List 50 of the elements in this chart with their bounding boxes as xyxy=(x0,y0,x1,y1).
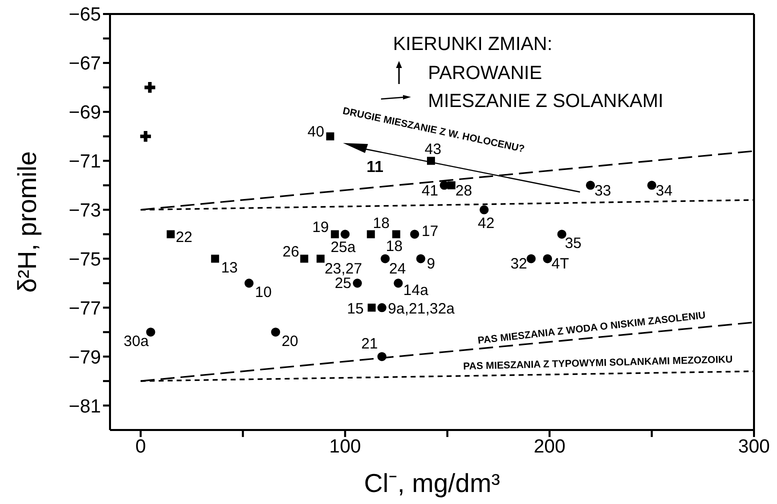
annotation: 17 xyxy=(422,223,438,240)
annotation: 20 xyxy=(282,333,298,350)
annotation: 9 xyxy=(426,256,436,273)
annotation: 43 xyxy=(424,140,442,158)
annotation: PAROWANIE xyxy=(428,63,542,84)
annotation: 28 xyxy=(455,182,472,200)
x-axis-title: Cl⁻, mg/dm³ xyxy=(364,468,500,498)
annotation: PAS MIESZANIA Z TYPOWYMI SOLANKAMI MEZOZOIKU xyxy=(463,354,733,373)
y-tick-label: −69 xyxy=(68,102,101,124)
annotation: 18 xyxy=(372,215,390,232)
y-tick-label: −79 xyxy=(68,347,101,368)
annotation: 25a xyxy=(330,239,356,256)
annotation: 32 xyxy=(510,256,528,273)
annotation: 13 xyxy=(221,260,238,277)
annotation: 35 xyxy=(564,235,582,252)
annotation: 21 xyxy=(361,336,378,353)
annotation: 26 xyxy=(282,244,300,261)
annotation: 30a xyxy=(124,333,150,350)
annotation: 10 xyxy=(255,284,272,302)
annotation: 25 xyxy=(334,275,352,292)
annotation: 9a,21,32a xyxy=(388,300,456,318)
annotation: 14a xyxy=(403,282,429,300)
annotation: 4T xyxy=(552,256,570,273)
annotation: MIESZANIE Z SOLANKAMI xyxy=(428,91,664,112)
annotation: 40 xyxy=(308,123,324,140)
y-tick-label: −81 xyxy=(68,396,101,418)
x-tick-label: 300 xyxy=(738,436,770,458)
annotation: 15 xyxy=(347,300,364,318)
y-tick-label: −67 xyxy=(68,54,101,75)
annotation: 18 xyxy=(386,238,403,256)
annotation: 22 xyxy=(176,229,192,246)
y-axis-title: δ²H, promile xyxy=(12,151,42,293)
annotation: 24 xyxy=(389,260,406,278)
y-tick-label: −65 xyxy=(68,4,101,26)
annotation: 41 xyxy=(422,182,438,200)
annotation: 19 xyxy=(312,219,329,236)
annotation: KIERUNKI ZMIAN: xyxy=(393,34,552,55)
annotation: PAS MIESZANIA Z WODA O NISKIM ZASOLENIU xyxy=(477,310,706,347)
x-tick-label: 200 xyxy=(534,436,566,458)
y-tick-label: −77 xyxy=(68,298,101,320)
y-tick-label: −71 xyxy=(68,152,101,173)
annotation: 33 xyxy=(594,182,612,200)
annotation: 34 xyxy=(656,182,672,200)
annotation: 42 xyxy=(478,214,494,232)
y-tick-label: −75 xyxy=(68,249,101,270)
x-tick-label: 0 xyxy=(135,436,146,458)
x-tick-label: 100 xyxy=(329,436,361,458)
annotation: 23,27 xyxy=(324,260,362,278)
y-tick-label: −73 xyxy=(68,200,101,222)
annotation: 11 xyxy=(366,159,384,176)
